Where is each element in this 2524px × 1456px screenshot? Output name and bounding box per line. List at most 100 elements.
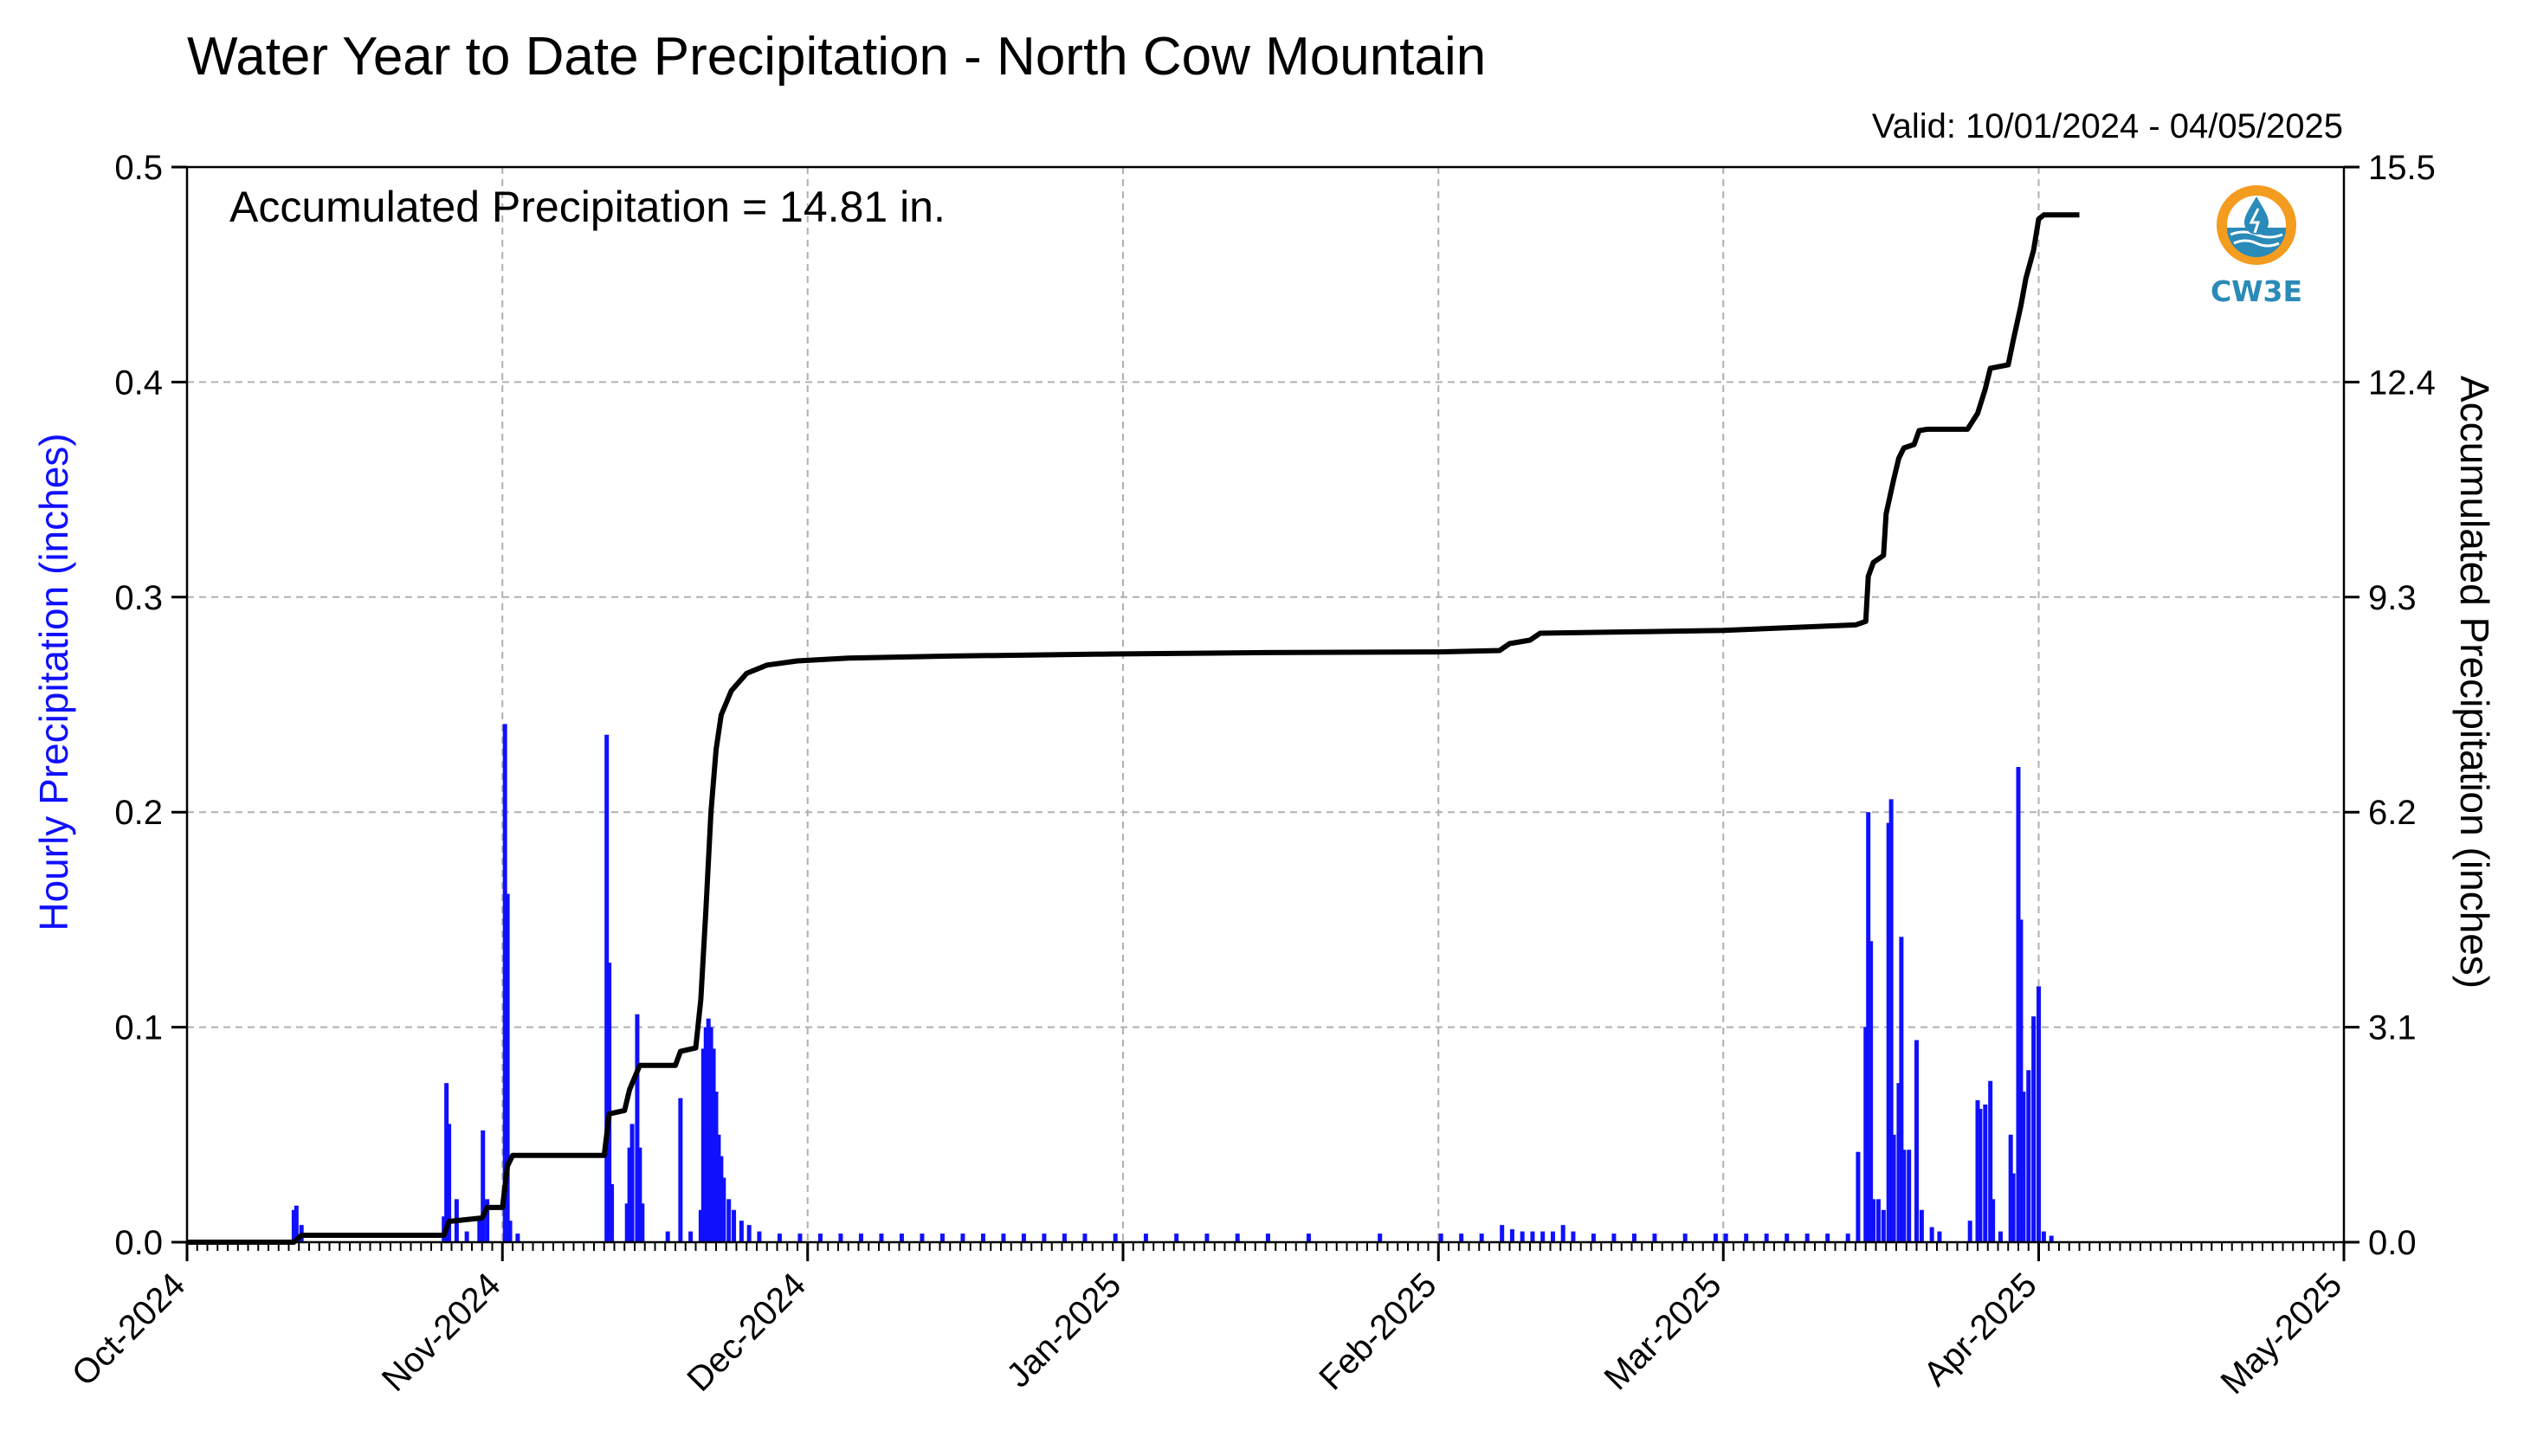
hourly-bar: [746, 1225, 752, 1242]
hourly-bar: [1919, 1209, 1924, 1242]
hourly-bar: [1723, 1234, 1728, 1242]
hourly-bar: [678, 1098, 683, 1242]
hourly-bar: [1682, 1234, 1688, 1242]
hourly-bar: [1113, 1234, 1118, 1242]
hourly-bar: [1856, 1151, 1861, 1242]
hourly-bar: [1652, 1234, 1657, 1242]
hourly-bar: [920, 1234, 925, 1242]
hourly-bar: [858, 1234, 863, 1242]
hourly-bar: [700, 1048, 706, 1242]
hourly-bar: [1143, 1234, 1148, 1242]
hourly-bar: [505, 893, 510, 1242]
hourly-bar: [444, 1083, 449, 1242]
y-right-tick-label: 12.4: [2368, 364, 2436, 402]
hourly-bars-layer: [291, 724, 2054, 1242]
hourly-bar: [291, 1209, 296, 1242]
y-left-tick-label: 0.5: [114, 149, 163, 187]
hourly-bar: [1744, 1234, 1749, 1242]
hourly-bar: [1235, 1234, 1240, 1242]
chart-title: Water Year to Date Precipitation - North…: [187, 27, 1487, 87]
hourly-bar: [2011, 1173, 2016, 1242]
hourly-bar: [899, 1234, 904, 1242]
hourly-bar: [1914, 1040, 1919, 1242]
hourly-bar: [721, 1177, 726, 1242]
hourly-bar: [1306, 1234, 1311, 1242]
hourly-bar: [1975, 1100, 1980, 1242]
hourly-bar: [481, 1130, 486, 1242]
hourly-bar: [1560, 1225, 1565, 1242]
x-tick-label: Nov-2024: [375, 1266, 508, 1399]
x-tick-label: Oct-2024: [65, 1266, 192, 1393]
y-left-tick-label: 0.3: [114, 579, 163, 617]
hourly-bar: [1871, 1199, 1876, 1242]
x-tick-label: Dec-2024: [680, 1266, 813, 1399]
y-right-tick-label: 0.0: [2368, 1224, 2417, 1262]
y-right-tick-label: 6.2: [2368, 794, 2417, 832]
hourly-bar: [1978, 1108, 1983, 1242]
hourly-bar: [939, 1234, 945, 1242]
x-tick-label: Feb-2025: [1312, 1266, 1443, 1397]
hourly-bar: [960, 1234, 965, 1242]
hourly-bar: [1866, 812, 1871, 1242]
hourly-bar: [1509, 1229, 1514, 1242]
hourly-bar: [1869, 941, 1874, 1242]
hourly-bar: [1888, 799, 1894, 1242]
hourly-bar: [797, 1234, 803, 1242]
hourly-bar: [1378, 1234, 1383, 1242]
hourly-bar: [294, 1205, 299, 1242]
hourly-bar: [2037, 986, 2041, 1242]
hourly-bar: [485, 1199, 490, 1242]
hourly-bar: [726, 1199, 732, 1242]
hourly-bar: [502, 724, 507, 1242]
hourly-bar: [2018, 919, 2024, 1242]
cw3e-logo-icon: [2217, 185, 2296, 265]
hourly-bar: [1998, 1231, 2003, 1242]
hourly-bar: [635, 1014, 640, 1242]
hourly-bar: [1530, 1231, 1535, 1242]
hourly-bar: [1082, 1234, 1088, 1242]
hourly-bar: [610, 1183, 615, 1242]
hourly-bar: [629, 1124, 635, 1242]
accumulated-line: [187, 212, 2080, 1245]
hourly-bar: [1991, 1199, 1996, 1242]
hourly-bar: [1611, 1234, 1617, 1242]
hourly-bar: [477, 1216, 482, 1242]
hourly-bar: [1886, 822, 1891, 1242]
hourly-bar: [1459, 1234, 1464, 1242]
hourly-bar: [1863, 1027, 1869, 1242]
hourly-bar: [1875, 1199, 1881, 1242]
hourly-bar: [817, 1234, 823, 1242]
y-left-tick-label: 0.2: [114, 794, 163, 832]
hourly-bar: [1571, 1231, 1576, 1242]
hourly-bar: [1891, 1134, 1896, 1242]
hourly-bar: [757, 1231, 762, 1242]
hourly-bar: [640, 1203, 645, 1242]
hourly-bar: [2016, 767, 2021, 1242]
hourly-bar: [1785, 1234, 1790, 1242]
hourly-bar: [1937, 1231, 1942, 1242]
y-left-tick-label: 0.4: [114, 364, 163, 402]
hourly-bar: [706, 1018, 711, 1242]
hourly-bar: [777, 1234, 782, 1242]
hourly-bar: [2026, 1070, 2031, 1242]
accumulated-annotation: Accumulated Precipitation = 14.81 in.: [229, 183, 946, 231]
hourly-bar: [1901, 1150, 1907, 1242]
hourly-bar: [1983, 1105, 1988, 1242]
hourly-bar: [1021, 1234, 1026, 1242]
hourly-bar: [1988, 1080, 1993, 1242]
hourly-bar: [515, 1234, 520, 1242]
valid-period: Valid: 10/01/2024 - 04/05/2025: [1871, 107, 2343, 145]
hourly-bar: [447, 1124, 452, 1242]
hourly-bar: [739, 1221, 744, 1242]
hourly-bar: [1881, 1209, 1886, 1242]
x-tick-label: May-2025: [2213, 1266, 2349, 1401]
hourly-bar: [713, 1092, 719, 1242]
hourly-bar: [2041, 1231, 2046, 1242]
hourly-bar: [1550, 1231, 1555, 1242]
hourly-bar: [604, 734, 610, 1242]
hourly-bar: [716, 1134, 721, 1242]
axes-layer: Oct-2024 Nov-2024 Dec-2024 Jan-2025 Feb-2025…: [65, 149, 2436, 1401]
hourly-bar: [732, 1209, 737, 1242]
